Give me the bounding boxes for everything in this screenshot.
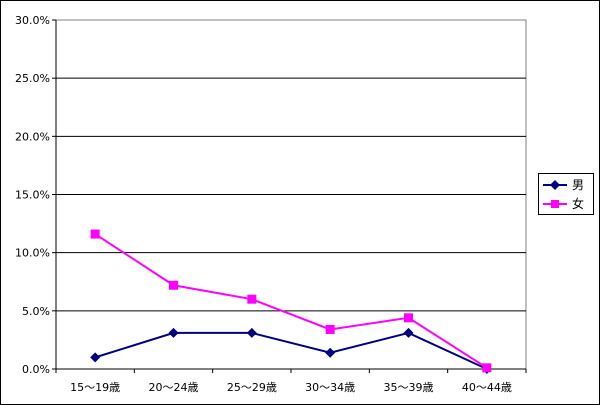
x-tick-label: 40～44歳 [462, 381, 512, 394]
data-point [90, 352, 101, 363]
data-point [403, 327, 414, 338]
data-point [90, 229, 100, 239]
square-marker-icon [543, 200, 567, 208]
data-point [169, 280, 178, 290]
y-tick-label: 25.0% [15, 72, 50, 85]
series-layer [90, 229, 492, 374]
x-tick-label: 20～24歳 [149, 381, 199, 394]
y-tick-label: 15.0% [15, 189, 50, 202]
x-tick-label: 35～39歳 [384, 381, 434, 394]
y-axis-tick-labels: 0.0% 5.0% 10.0% 15.0% 20.0% 25.0% 30.0% [15, 14, 50, 376]
x-axis-tick-labels: 15～19歳 20～24歳 25～29歳 30～34歳 35～39歳 40～44歳 [70, 381, 512, 394]
series-line [94, 331, 488, 370]
data-point [482, 363, 492, 373]
legend-item-male: 男 [542, 177, 592, 193]
y-tick-label: 20.0% [15, 130, 50, 143]
data-point [325, 347, 336, 358]
series-line [94, 233, 488, 369]
legend-label-male: 男 [572, 178, 585, 192]
data-point [168, 327, 179, 338]
legend-label-female: 女 [572, 197, 585, 211]
data-point [404, 313, 413, 323]
y-tick-label: 10.0% [15, 247, 50, 260]
y-tick-label: 5.0% [22, 305, 50, 318]
x-tick-label: 15～19歳 [70, 381, 120, 394]
series-female [90, 229, 492, 373]
x-tick-label: 30～34歳 [305, 381, 355, 394]
data-point [246, 327, 257, 338]
legend: 男 女 [538, 173, 594, 215]
diamond-marker-icon [543, 180, 567, 190]
legend-item-female: 女 [542, 196, 592, 212]
y-tick-label: 30.0% [15, 14, 50, 27]
data-point [325, 324, 335, 334]
x-tick-label: 25～29歳 [227, 381, 277, 394]
y-tick-label: 0.0% [22, 363, 50, 376]
data-point [247, 294, 257, 304]
gridlines [52, 19, 527, 373]
